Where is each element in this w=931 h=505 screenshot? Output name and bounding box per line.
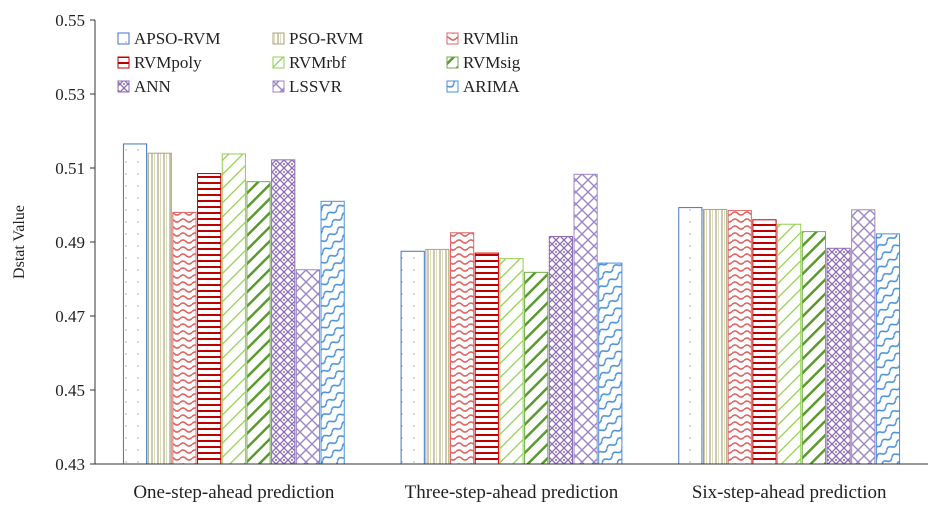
y-axis-title: Dstat Value (11, 205, 28, 279)
bar-apso-rvm (678, 207, 703, 465)
category-label: One-step-ahead prediction (133, 482, 334, 503)
y-axis-ticks: 0.43 0.45 0.47 0.49 0.51 0.53 0.55 (55, 11, 95, 474)
legend-swatch-lssvr (272, 80, 285, 93)
legend-label: RVMlin (463, 29, 519, 48)
bar-arima (875, 233, 901, 465)
legend-swatch-rvmlin (446, 32, 459, 45)
bar-ann (548, 235, 573, 465)
bar-series (122, 143, 901, 465)
bar-lssvr (851, 209, 876, 465)
legend-label: RVMsig (463, 53, 521, 72)
legend-swatch-rvmsig (446, 56, 459, 69)
bar-rvmlin (172, 211, 197, 465)
bar-rvmpoly (474, 252, 499, 465)
y-tick-label: 0.53 (55, 85, 85, 104)
y-tick-label: 0.45 (55, 381, 85, 400)
y-tick-label: 0.49 (55, 233, 85, 252)
bar-pso-rvm (702, 208, 728, 465)
legend-label: APSO-RVM (134, 29, 221, 48)
bar-ann (826, 247, 851, 465)
bar-rvmpoly (197, 173, 222, 465)
bar-rvmpoly (752, 219, 777, 465)
bar-arima (320, 200, 345, 465)
legend-label: LSSVR (289, 77, 343, 96)
category-label: Six-step-ahead prediction (692, 482, 887, 503)
legend: APSO-RVM PSO-RVM RVMlin RVMpoly RVMrbf RVMsig… (117, 29, 521, 96)
bar-pso-rvm (147, 152, 172, 465)
bar-lssvr (295, 269, 321, 465)
legend-label: RVMpoly (134, 53, 202, 72)
bar-arima (598, 262, 623, 465)
category-label: Three-step-ahead prediction (405, 482, 619, 503)
bar-rvmlin (727, 210, 752, 465)
bar-rvmrbf (221, 153, 246, 465)
legend-swatch-pso-rvm (272, 32, 285, 45)
legend-swatch-rvmrbf (272, 56, 285, 69)
y-tick-label: 0.55 (55, 11, 85, 30)
legend-label: RVMrbf (289, 53, 347, 72)
bar-apso-rvm (122, 143, 148, 465)
bar-rvmsig (246, 181, 271, 465)
bar-rvmsig (801, 231, 826, 465)
bar-lssvr (573, 173, 598, 465)
y-tick-label: 0.47 (55, 307, 85, 326)
y-tick-label: 0.51 (55, 159, 85, 178)
legend-swatch-rvmpoly (117, 56, 130, 69)
legend-swatch-arima (446, 80, 459, 93)
legend-label: PSO-RVM (289, 29, 363, 48)
bar-pso-rvm (425, 248, 450, 465)
category-labels: One-step-ahead prediction Three-step-ahea… (133, 482, 887, 503)
legend-swatch-ann (117, 80, 130, 93)
legend-label: ARIMA (463, 77, 520, 96)
bar-rvmlin (450, 232, 475, 465)
y-tick-label: 0.43 (55, 455, 85, 474)
bar-ann (271, 159, 296, 465)
bar-rvmsig (524, 271, 549, 465)
legend-swatch-apso-rvm (117, 32, 130, 45)
legend-label: ANN (134, 77, 171, 96)
bar-apso-rvm (400, 250, 425, 465)
bar-rvmrbf (499, 258, 524, 465)
bar-rvmrbf (777, 223, 802, 465)
